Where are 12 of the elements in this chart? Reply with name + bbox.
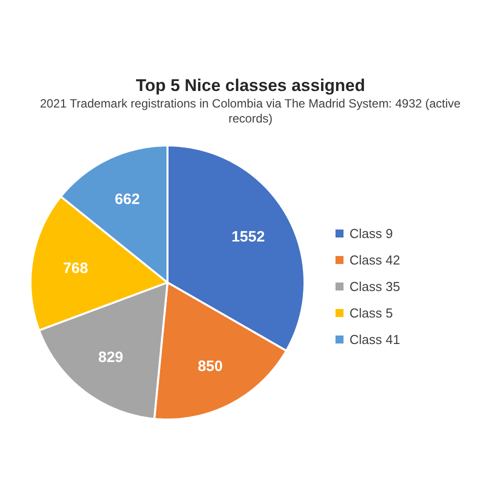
data-label: 1552	[231, 228, 265, 246]
data-label: 829	[98, 348, 124, 366]
chart-subtitle: 2021 Trademark registrations in Colombia via The Madrid System: 4932 (active records)	[40, 96, 461, 126]
legend-label: Class 5	[350, 306, 393, 320]
legend-label: Class 9	[350, 226, 393, 241]
data-label: 768	[63, 260, 88, 278]
legend-label: Class 35	[350, 279, 400, 294]
legend-label: Class 41	[350, 332, 400, 347]
legend-label: Class 42	[350, 252, 400, 268]
data-label: 662	[114, 190, 140, 208]
data-label: 850	[198, 358, 223, 375]
chart-title: Top 5 Nice classes assigned	[136, 76, 366, 95]
